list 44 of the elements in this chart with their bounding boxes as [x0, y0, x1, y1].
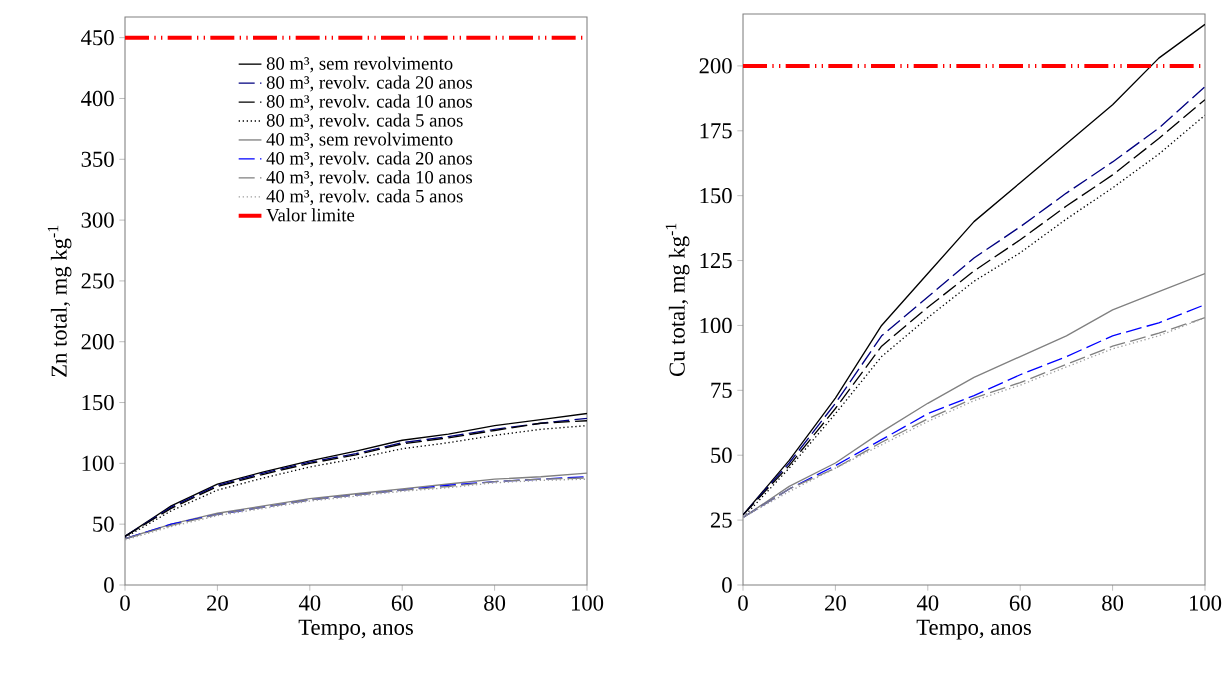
y-tick-label: 150 [700, 188, 732, 204]
x-axis-title: Tempo, anos [298, 619, 413, 640]
legend-label: 40 m³, revolv. cada 20 anos [266, 151, 472, 168]
x-tick-label: 40 [916, 595, 939, 611]
y-tick-label: 50 [93, 516, 114, 532]
x-tick-label: 0 [738, 595, 748, 611]
x-tick-label: 40 [298, 595, 321, 611]
x-axis-title: Tempo, anos [916, 619, 1031, 640]
y-axis-title: Cu total, mg kg$^{-1}$ [665, 223, 690, 377]
y-tick-label: 0 [722, 577, 732, 593]
y-tick-label: 250 [81, 273, 114, 289]
y-tick-label: 400 [81, 90, 114, 107]
y-tick-label: 75 [711, 382, 732, 398]
y-axis-title: Zn total, mg kg$^{-1}$ [47, 225, 72, 377]
legend-label: 40 m³, revolv. cada 10 anos [266, 170, 472, 187]
y-tick-label: 125 [700, 252, 732, 269]
y-tick-label: 350 [81, 151, 114, 167]
legend-label: Valor limite [266, 208, 355, 222]
x-tick-label: 100 [571, 595, 604, 611]
y-tick-label: 150 [82, 394, 114, 411]
y-tick-label: 0 [104, 577, 114, 593]
y-tick-label: 100 [700, 317, 732, 334]
y-tick-label: 200 [81, 334, 114, 350]
y-tick-label: 25 [710, 512, 732, 528]
x-tick-label: 80 [484, 595, 506, 611]
legend-label: 40 m³, revolv. cada 5 anos [266, 189, 463, 206]
y-tick-label: 50 [711, 447, 732, 463]
x-tick-label: 60 [391, 595, 413, 611]
y-tick-label: 450 [81, 30, 114, 46]
legend-label: 80 m³, revolv. cada 10 anos [266, 94, 472, 111]
legend-label: 40 m³, sem revolvimento [266, 132, 453, 149]
x-tick-label: 60 [1009, 595, 1031, 611]
legend-label: 80 m³, revolv. cada 20 anos [266, 75, 472, 92]
y-tick-label: 200 [699, 58, 732, 74]
x-tick-label: 80 [1102, 595, 1124, 611]
legend-label: 80 m³, sem revolvimento [266, 56, 453, 73]
x-tick-label: 20 [207, 595, 228, 611]
x-tick-label: 0 [120, 595, 130, 611]
x-tick-label: 100 [1189, 595, 1222, 611]
x-tick-label: 20 [825, 595, 846, 611]
y-tick-label: 100 [82, 455, 114, 472]
y-tick-label: 300 [81, 212, 114, 228]
y-tick-label: 175 [700, 123, 732, 139]
legend-label: 80 m³, revolv. cada 5 anos [266, 113, 463, 130]
